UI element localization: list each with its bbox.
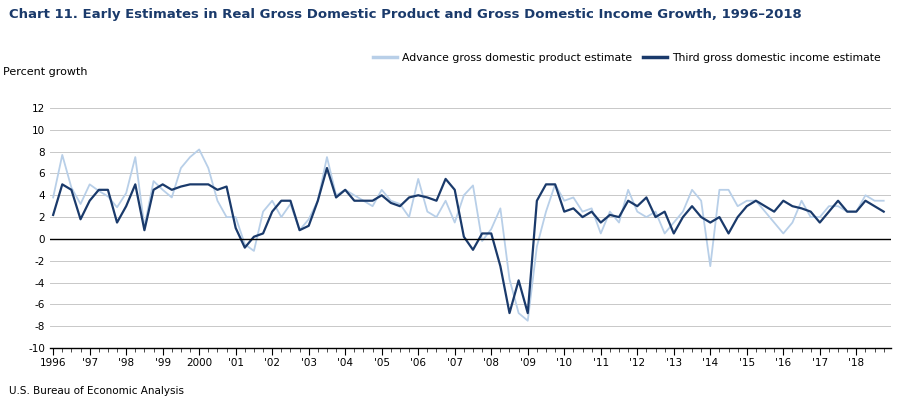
Text: Percent growth: Percent growth [4,67,87,77]
Text: U.S. Bureau of Economic Analysis: U.S. Bureau of Economic Analysis [9,386,184,396]
Text: Chart 11. Early Estimates in Real Gross Domestic Product and Gross Domestic Inco: Chart 11. Early Estimates in Real Gross … [9,8,802,21]
Legend: Advance gross domestic product estimate, Third gross domestic income estimate: Advance gross domestic product estimate,… [369,49,886,67]
